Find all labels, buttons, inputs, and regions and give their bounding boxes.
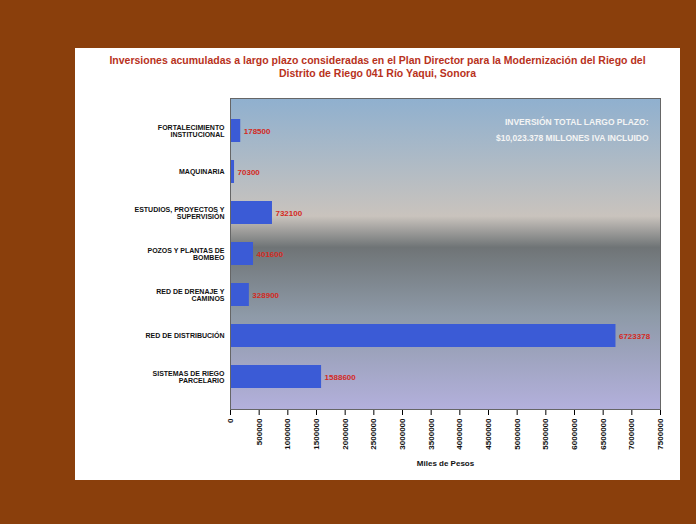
svg-text:4500000: 4500000 [484, 418, 493, 450]
svg-text:7500000: 7500000 [656, 418, 665, 450]
svg-text:328900: 328900 [252, 291, 279, 300]
svg-text:2000000: 2000000 [341, 418, 350, 450]
svg-text:1500000: 1500000 [312, 418, 321, 450]
svg-text:MAQUINARIA: MAQUINARIA [179, 168, 225, 176]
svg-text:Miles de Pesos: Miles de Pesos [417, 459, 475, 468]
svg-text:6000000: 6000000 [570, 418, 579, 450]
svg-text:FORTALECIMIENTOINSTITUCIONAL: FORTALECIMIENTOINSTITUCIONAL [158, 124, 225, 138]
svg-text:178500: 178500 [244, 127, 271, 136]
svg-text:3500000: 3500000 [427, 418, 436, 450]
svg-text:SISTEMAS DE RIEGOPARCELARIO: SISTEMAS DE RIEGOPARCELARIO [153, 370, 226, 384]
svg-text:ESTUDIOS, PROYECTOS YSUPERVISI: ESTUDIOS, PROYECTOS YSUPERVISIÓN [135, 206, 225, 220]
svg-text:$10,023.378 MILLONES IVA INCLU: $10,023.378 MILLONES IVA INCLUIDO [496, 133, 649, 143]
svg-text:5000000: 5000000 [513, 418, 522, 450]
svg-text:RED DE DISTRIBUCIÓN: RED DE DISTRIBUCIÓN [146, 331, 225, 339]
svg-text:RED DE DRENAJE YCAMINOS: RED DE DRENAJE YCAMINOS [156, 288, 225, 302]
svg-text:1588600: 1588600 [325, 373, 357, 382]
svg-text:732100: 732100 [275, 209, 302, 218]
svg-text:4000000: 4000000 [455, 418, 464, 450]
html-text:Inversiones acumuladas a largo: Inversiones acumuladas a largo plazo con… [109, 54, 646, 79]
svg-text:2500000: 2500000 [369, 418, 378, 450]
svg-text:5500000: 5500000 [541, 418, 550, 450]
svg-text:6723378: 6723378 [619, 332, 651, 341]
svg-text:0: 0 [226, 418, 235, 423]
svg-text:3000000: 3000000 [398, 418, 407, 450]
svg-text:1000000: 1000000 [283, 418, 292, 450]
svg-text:6500000: 6500000 [599, 418, 608, 450]
svg-text:POZOS Y PLANTAS DEBOMBEO: POZOS Y PLANTAS DEBOMBEO [147, 247, 225, 261]
svg-text:401600: 401600 [257, 250, 284, 259]
svg-text:7000000: 7000000 [627, 418, 636, 450]
svg-text:INVERSIÓN TOTAL LARGO PLAZO:: INVERSIÓN TOTAL LARGO PLAZO: [505, 116, 649, 127]
svg-text:500000: 500000 [255, 418, 264, 445]
svg-text:70300: 70300 [238, 168, 261, 177]
